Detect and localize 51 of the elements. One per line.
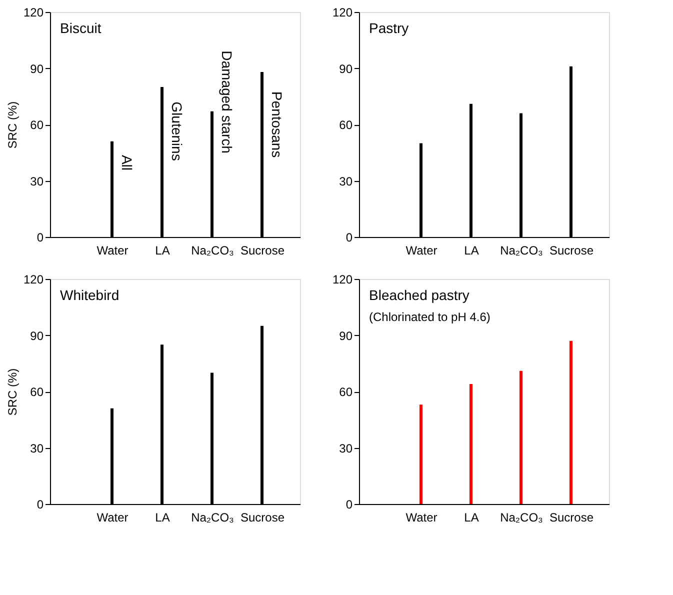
y-tick-label: 30 [30,174,44,188]
y-tick-label: 0 [36,230,44,244]
x-tick-label: Na₂CO₃ [500,510,544,524]
x-tick-label: Water [96,244,128,258]
annotation: Pentosans [269,91,285,158]
x-tick-label: LA [155,510,170,524]
y-axis-title: SRC (%) [5,368,20,416]
x-tick-label: Sucrose [549,510,594,524]
text: Whitebird [60,287,120,303]
y-tick-label: 30 [30,441,44,456]
y-tick-label: 60 [339,118,353,132]
y-tick-label: 60 [30,385,44,399]
y-tick-label: 120 [332,272,353,286]
text: Bleached pastry [369,287,470,303]
x-tick-label: Water [96,510,128,524]
y-tick-label: 120 [23,272,44,286]
y-tick-label: 60 [339,385,353,399]
x-tick-label: LA [464,510,479,524]
annotation: All [119,154,135,171]
text: Biscuit [60,20,102,36]
bar [570,340,572,504]
x-tick-label: Water [406,244,438,258]
x-tick-label: Na₂CO₃ [191,510,234,524]
annotation: Damaged starch [219,50,235,154]
bar [420,404,422,504]
annotation: Glutenins [169,102,185,161]
y-tick-label: 90 [339,328,353,343]
y-tick-label: 0 [36,498,44,512]
x-tick-label: Sucrose [549,244,594,258]
x-tick-label: LA [464,244,479,258]
y-axis-title: SRC (%) [5,101,20,149]
x-tick-label: Na₂CO₃ [191,244,234,258]
text: Pastry [369,20,409,36]
bar [470,384,472,504]
x-tick-label: Na₂CO₃ [500,244,544,258]
y-tick-label: 120 [332,6,353,20]
x-tick-label: Water [406,510,438,524]
y-tick-label: 30 [339,441,353,456]
bar [520,370,522,504]
y-tick-label: 0 [346,498,353,512]
x-tick-label: Sucrose [240,244,285,258]
y-tick-label: 0 [346,230,353,244]
y-tick-label: 60 [30,118,44,132]
y-tick-label: 30 [339,174,353,188]
y-tick-label: 90 [30,328,44,343]
y-tick-label: 120 [23,6,44,20]
y-tick-label: 90 [30,62,44,76]
text: (Chlorinated to pH 4.6) [369,310,490,324]
y-tick-label: 90 [339,62,353,76]
x-tick-label: Sucrose [240,510,285,524]
x-tick-label: LA [155,244,170,258]
